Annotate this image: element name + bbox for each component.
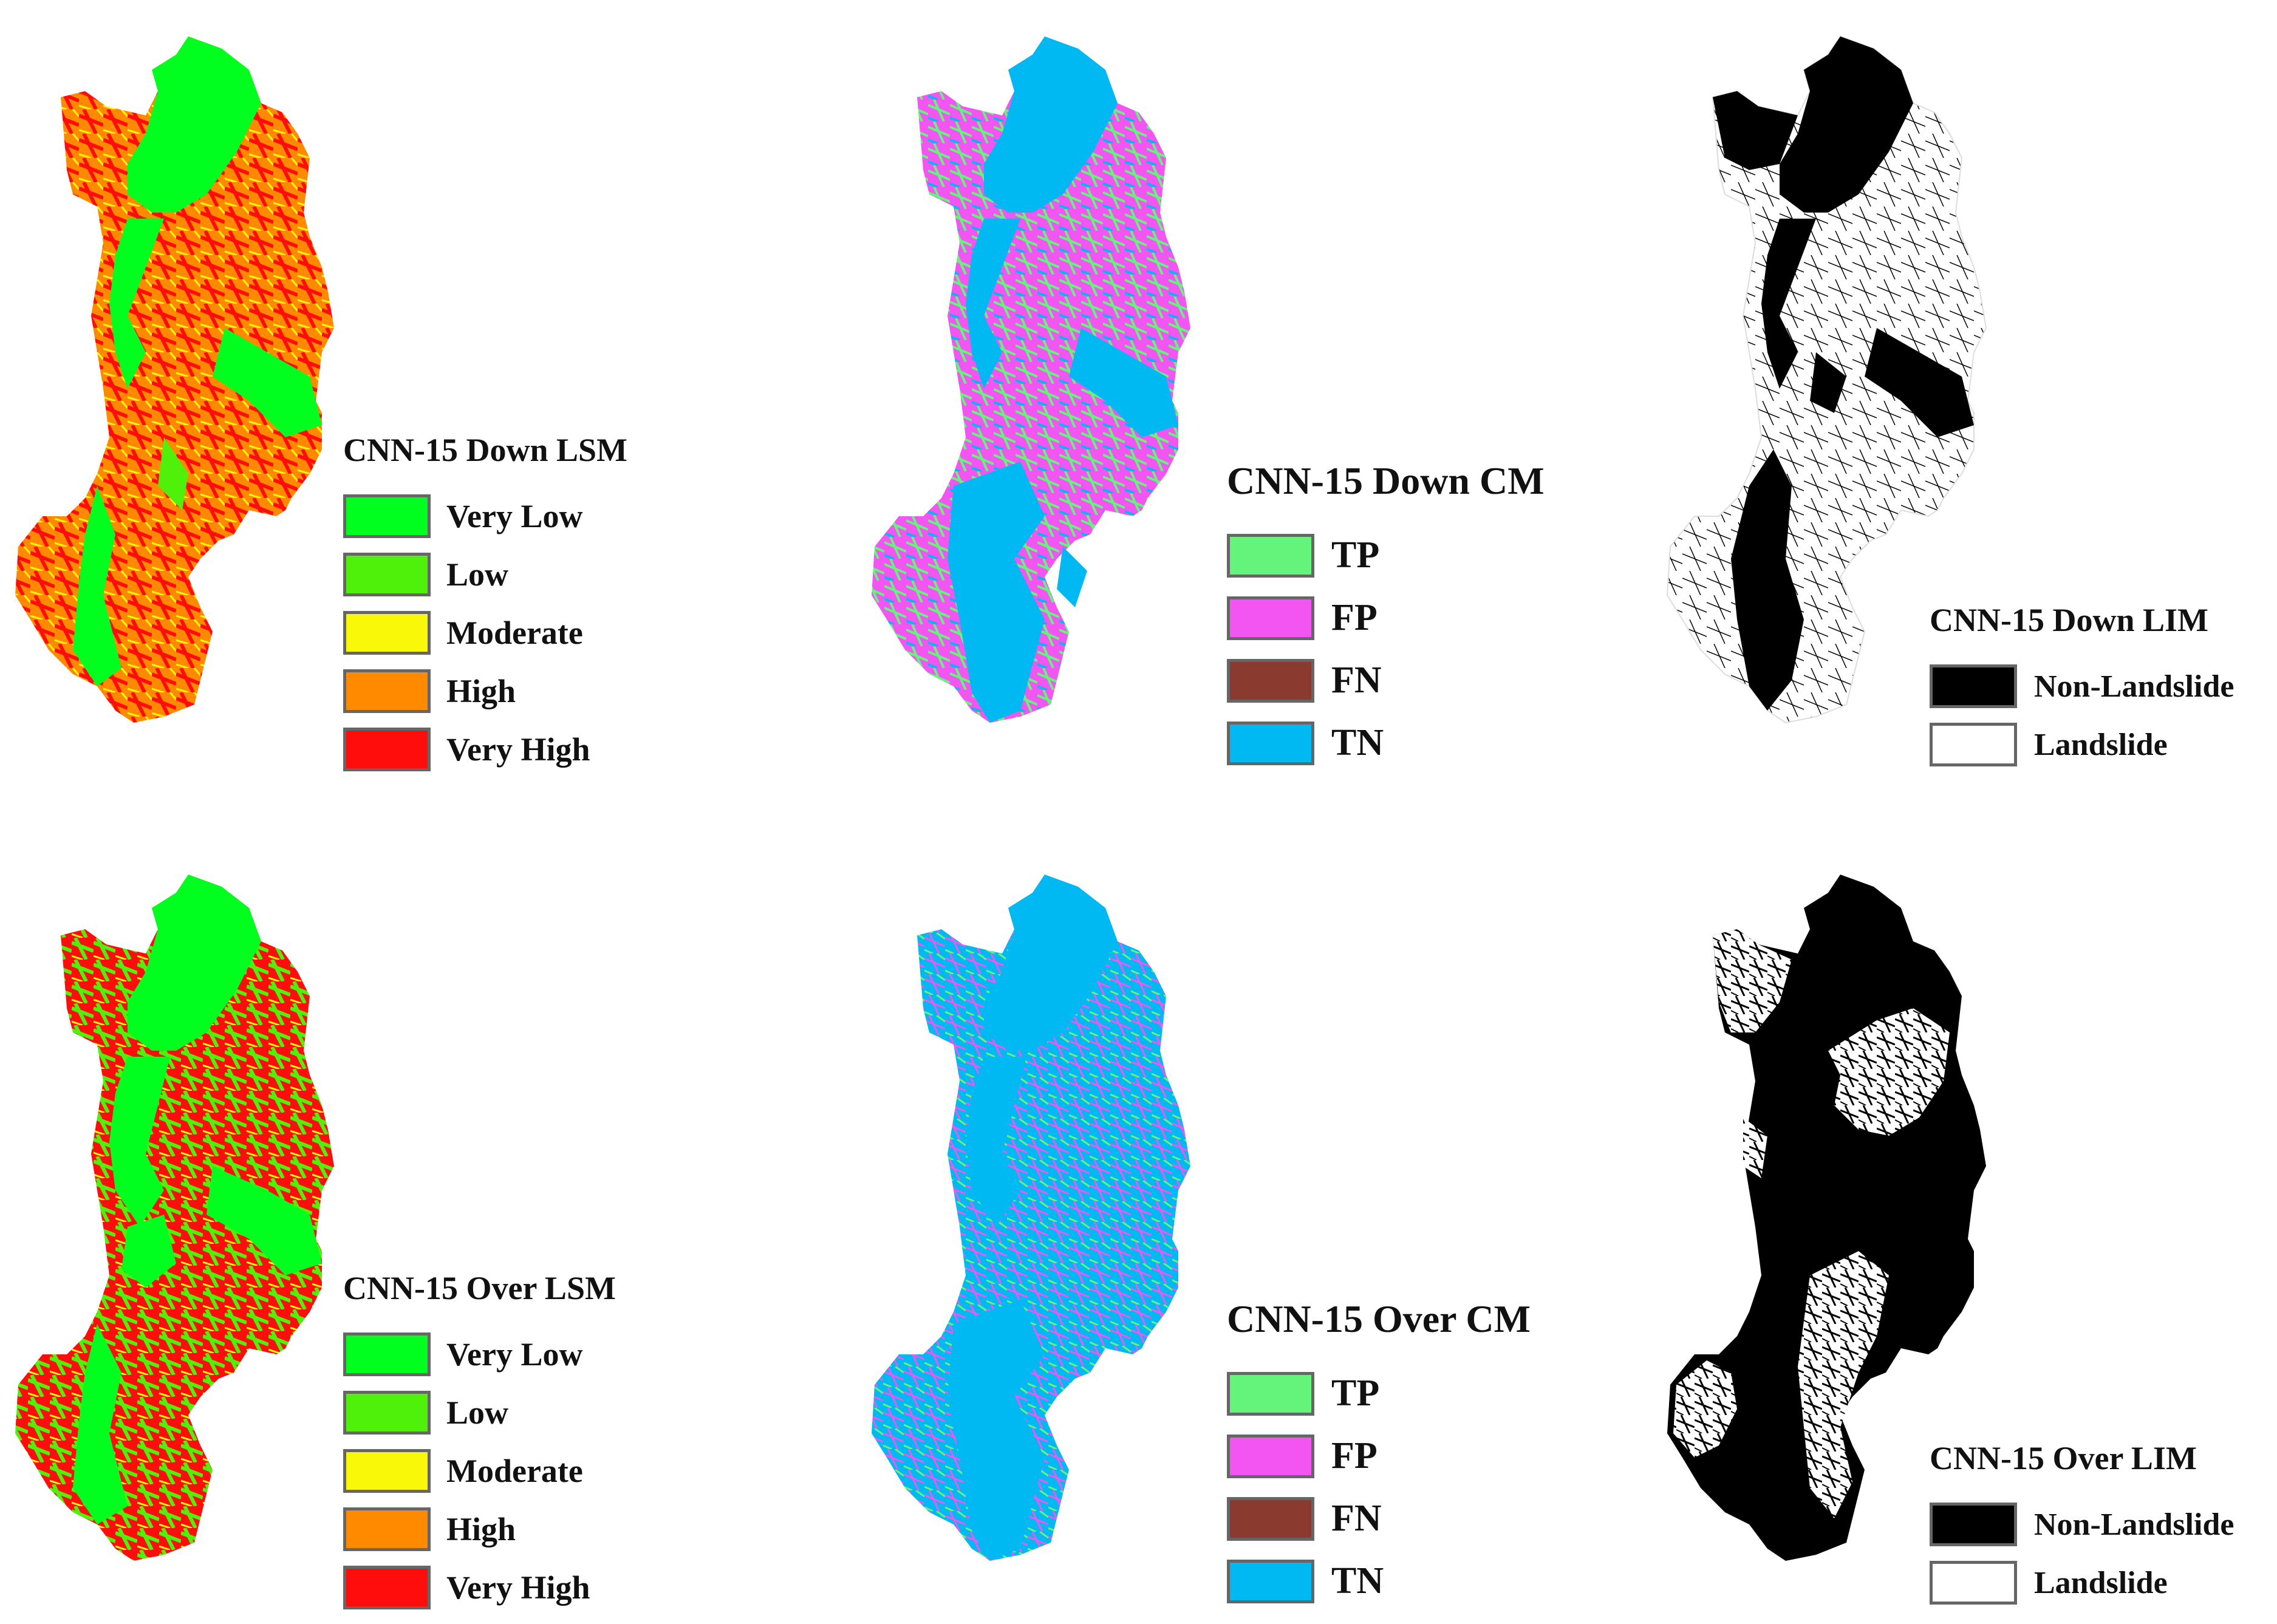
legend-label: Very Low [446, 1336, 583, 1373]
legend-label: Very Low [446, 498, 583, 534]
legend-item-very-low: Very Low [343, 1325, 616, 1383]
legend-label: Landslide [2034, 727, 2168, 762]
panel-over-lsm: CNN-15 Over LSM Very Low Low Moderate Hi… [6, 850, 674, 1624]
legend-down-lsm: CNN-15 Down LSM Very Low Low Moderate Hi… [343, 431, 627, 779]
legend-label: Low [446, 556, 509, 593]
panel-over-cm: CNN-15 Over CM TP FP FN TN [862, 850, 1622, 1624]
panel-down-lsm: CNN-15 Down LSM Very Low Low Moderate Hi… [6, 12, 674, 802]
legend-label: Moderate [446, 615, 583, 651]
legend-item-fn: FN [1227, 649, 1545, 712]
swatch-non-landslide [1930, 1503, 2017, 1546]
legend-label: Very High [446, 731, 590, 768]
swatch-landslide [1930, 723, 2017, 766]
legend-item-very-high: Very High [343, 720, 627, 779]
legend-label: FP [1331, 1435, 1377, 1476]
map-down-cm [872, 36, 1190, 723]
legend-item-high: High [343, 662, 627, 720]
legend-item-non-landslide: Non-Landslide [1930, 1495, 2234, 1554]
legend-label: Moderate [446, 1453, 583, 1489]
legend-label: High [446, 1511, 516, 1547]
map-down-lim [1667, 36, 1987, 723]
swatch-moderate [343, 1449, 431, 1493]
legend-label: High [446, 673, 516, 709]
legend-item-low: Low [343, 1383, 616, 1442]
legend-label: TN [1331, 722, 1384, 763]
legend-item-tp: TP [1227, 524, 1545, 587]
swatch-very-low [343, 1332, 431, 1376]
legend-item-tp: TP [1227, 1362, 1531, 1425]
legend-item-tn: TN [1227, 1550, 1531, 1612]
swatch-fn [1227, 658, 1314, 703]
legend-down-lim: CNN-15 Down LIM Non-Landslide Landslide [1930, 601, 2234, 774]
map-over-lim [1667, 875, 1986, 1561]
swatch-high [343, 669, 431, 713]
swatch-moderate [343, 611, 431, 655]
legend-item-moderate: Moderate [343, 604, 627, 662]
legend-label: FP [1331, 597, 1377, 638]
swatch-high [343, 1507, 431, 1551]
legend-item-very-low: Very Low [343, 487, 627, 545]
legend-title: CNN-15 Over LSM [343, 1270, 616, 1306]
legend-item-non-landslide: Non-Landslide [1930, 657, 2234, 715]
panel-down-cm: CNN-15 Down CM TP FP FN TN [862, 12, 1622, 802]
legend-label: TP [1331, 1373, 1380, 1414]
swatch-low [343, 1391, 431, 1435]
map-over-cm [872, 875, 1190, 1561]
legend-title: CNN-15 Over CM [1227, 1297, 1531, 1340]
swatch-very-high [343, 728, 431, 771]
legend-label: FN [1331, 660, 1382, 701]
swatch-very-low [343, 494, 431, 538]
swatch-very-high [343, 1566, 431, 1609]
legend-item-landslide: Landslide [1930, 715, 2234, 774]
legend-item-high: High [343, 1500, 616, 1558]
swatch-landslide [1930, 1561, 2017, 1605]
swatch-fp [1227, 596, 1314, 640]
legend-item-very-high: Very High [343, 1558, 616, 1617]
swatch-fp [1227, 1434, 1314, 1478]
legend-title: CNN-15 Over LIM [1930, 1440, 2197, 1476]
legend-label: Very High [446, 1569, 590, 1606]
swatch-low [343, 553, 431, 596]
map-over-lsm [15, 875, 334, 1561]
legend-item-fp: FP [1227, 587, 1545, 649]
legend-item-moderate: Moderate [343, 1442, 616, 1500]
panel-down-lim: CNN-15 Down LIM Non-Landslide Landslide [1658, 12, 2272, 802]
panel-over-lim: CNN-15 Over LIM Non-Landslide Landslide [1658, 850, 2272, 1624]
legend-down-cm: CNN-15 Down CM TP FP FN TN [1227, 459, 1545, 774]
map-down-lsm [15, 36, 334, 723]
legend-item-fn: FN [1227, 1487, 1531, 1550]
legend-item-landslide: Landslide [1930, 1554, 2234, 1612]
legend-label: Landslide [2034, 1565, 2168, 1600]
legend-title: CNN-15 Down CM [1227, 459, 1545, 502]
legend-over-lim: CNN-15 Over LIM Non-Landslide Landslide [1930, 1439, 2234, 1612]
legend-item-low: Low [343, 545, 627, 604]
legend-label: FN [1331, 1498, 1382, 1539]
legend-label: TP [1331, 534, 1380, 576]
legend-title: CNN-15 Down LIM [1930, 602, 2208, 638]
legend-label: Low [446, 1394, 509, 1431]
swatch-non-landslide [1930, 664, 2017, 708]
legend-label: Non-Landslide [2034, 1507, 2234, 1542]
legend-item-tn: TN [1227, 712, 1545, 774]
swatch-fn [1227, 1496, 1314, 1541]
legend-item-fp: FP [1227, 1425, 1531, 1487]
legend-label: Non-Landslide [2034, 669, 2234, 704]
legend-over-lsm: CNN-15 Over LSM Very Low Low Moderate Hi… [343, 1269, 616, 1617]
swatch-tp [1227, 533, 1314, 578]
swatch-tn [1227, 721, 1314, 765]
swatch-tn [1227, 1559, 1314, 1603]
legend-label: TN [1331, 1560, 1384, 1602]
legend-title: CNN-15 Down LSM [343, 432, 628, 468]
swatch-tp [1227, 1371, 1314, 1416]
legend-over-cm: CNN-15 Over CM TP FP FN TN [1227, 1297, 1531, 1612]
